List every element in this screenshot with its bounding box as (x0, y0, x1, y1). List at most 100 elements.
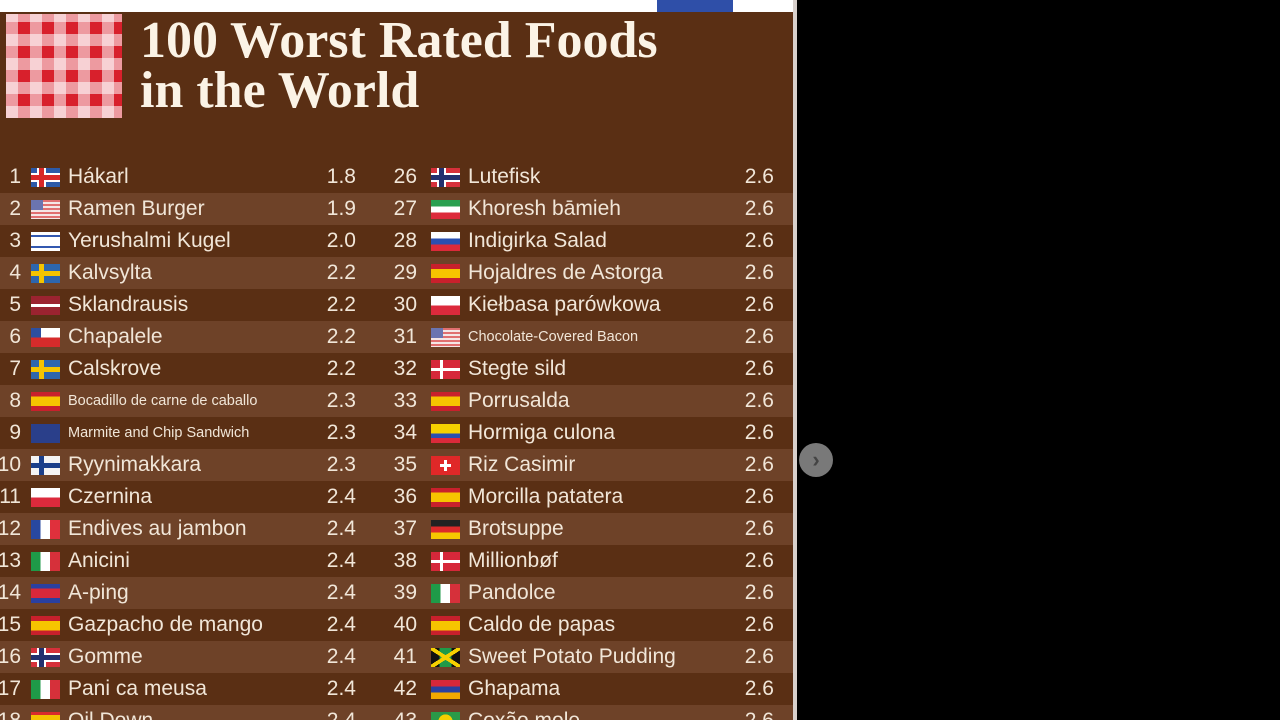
flag-es-icon (431, 488, 460, 507)
rating-score: 2.6 (744, 645, 774, 668)
flag-br-icon (431, 712, 460, 720)
rating-score: 2.6 (744, 421, 774, 444)
food-name: Ramen Burger (68, 197, 205, 220)
rating-score: 2.2 (326, 293, 356, 316)
page-title: 100 Worst Rated Foods in the World (140, 15, 658, 117)
rank-number: 34 (393, 421, 417, 444)
rating-score: 2.6 (744, 485, 774, 508)
table-row: 11 Czernina 2.4 36 Morcilla patatera 2.6 (0, 481, 793, 513)
table-row: 6 Chapalele 2.2 31 Chocolate-Covered Bacon 2.… (0, 321, 793, 353)
rating-score: 2.3 (326, 453, 356, 476)
rating-score: 2.6 (744, 197, 774, 220)
flag-no-icon (31, 648, 60, 667)
food-name: Bocadillo de carne de caballo (68, 393, 258, 409)
flag-it-icon (31, 680, 60, 699)
rating-score: 2.4 (326, 677, 356, 700)
rank-number: 31 (393, 325, 417, 348)
rating-score: 1.8 (326, 165, 356, 188)
rating-score: 1.9 (326, 197, 356, 220)
flag-us-icon (31, 200, 60, 219)
flag-gd-icon (31, 712, 60, 720)
rating-score: 2.4 (316, 705, 356, 720)
rating-score: 2.4 (326, 549, 356, 572)
rating-score: 2.4 (326, 645, 356, 668)
table-row: 2 Ramen Burger 1.9 27 Khoresh bāmieh 2.6 (0, 193, 793, 225)
infographic-panel: 100 Worst Rated Foods in the World 1 Háka… (0, 12, 793, 720)
food-name: Porrusalda (468, 389, 570, 412)
rank-number: 12 (0, 517, 21, 540)
rank-number: 1 (9, 165, 21, 188)
rank-number: 4 (9, 261, 21, 284)
rating-score: 2.4 (326, 517, 356, 540)
table-row: 16 Gomme 2.4 41 Sweet Potato Pudding 2.6 (0, 641, 793, 673)
rank-number: 2 (9, 197, 21, 220)
food-name: Morcilla patatera (468, 485, 624, 508)
food-name: Czernina (68, 485, 153, 508)
rank-number: 9 (9, 421, 21, 444)
flag-ch-icon (431, 456, 460, 475)
rank-number: 18 (0, 705, 21, 720)
food-name: Khoresh bāmieh (468, 197, 621, 220)
flag-kh-icon (31, 584, 60, 603)
food-name: Sklandrausis (68, 293, 189, 316)
rating-score: 2.6 (744, 549, 774, 572)
rating-score: 2.6 (744, 293, 774, 316)
rank-number: 39 (393, 581, 417, 604)
blue-tab (657, 0, 733, 12)
flag-fi-icon (31, 456, 60, 475)
flag-de-icon (431, 520, 460, 539)
flag-dk-icon (431, 552, 460, 571)
food-name: Ghapama (468, 677, 561, 700)
rating-score: 2.2 (326, 261, 356, 284)
rank-number: 37 (393, 517, 417, 540)
rank-number: 6 (9, 325, 21, 348)
table-row: 14 A-ping 2.4 39 Pandolce 2.6 (0, 577, 793, 609)
food-name: Anicini (68, 549, 130, 572)
flag-is-icon (31, 168, 60, 187)
rank-number: 35 (393, 453, 417, 476)
rank-number: 41 (393, 645, 417, 668)
flag-fr-icon (31, 520, 60, 539)
table-row: 3 Yerushalmi Kugel 2.0 28 Indigirka Salad 2.6 (0, 225, 793, 257)
food-name: Hákarl (68, 165, 129, 188)
flag-jm-icon (431, 648, 460, 667)
rank-number: 17 (0, 677, 21, 700)
checkered-tablecloth-icon (6, 14, 122, 118)
food-name: A-ping (68, 581, 129, 604)
rank-number: 33 (393, 389, 417, 412)
flag-it-icon (431, 584, 460, 603)
rank-number: 28 (393, 229, 417, 252)
flag-dk-icon (431, 360, 460, 379)
flag-cl-icon (31, 328, 60, 347)
rating-score: 2.6 (744, 453, 774, 476)
food-name: Gomme (68, 645, 143, 668)
rating-score: 2.4 (326, 581, 356, 604)
food-name: Lutefisk (468, 165, 541, 188)
rank-number: 38 (393, 549, 417, 572)
rank-number: 5 (9, 293, 21, 316)
flag-ru-icon (431, 232, 460, 251)
flag-no-icon (431, 168, 460, 187)
flag-es-icon (431, 616, 460, 635)
rank-number: 43 (389, 705, 417, 720)
rating-score: 2.4 (326, 613, 356, 636)
food-name: Endives au jambon (68, 517, 247, 540)
food-name: Chocolate-Covered Bacon (468, 329, 639, 345)
chevron-right-icon[interactable]: › (799, 443, 833, 477)
table-row: 18 Oil Down 2.4 43 Coxão mole 2.6 (0, 705, 793, 720)
rating-score: 2.6 (744, 581, 774, 604)
rating-score: 2.6 (744, 389, 774, 412)
flag-ir-icon (431, 200, 460, 219)
flag-nz-icon (31, 424, 60, 443)
rank-number: 13 (0, 549, 21, 572)
rank-number: 27 (393, 197, 417, 220)
rating-score: 2.6 (744, 677, 774, 700)
flag-se-icon (31, 264, 60, 283)
food-name: Yerushalmi Kugel (68, 229, 231, 252)
flag-es-icon (431, 392, 460, 411)
rating-score: 2.6 (744, 357, 774, 380)
table-row: 12 Endives au jambon 2.4 37 Brotsuppe 2.6 (0, 513, 793, 545)
rank-number: 26 (393, 165, 417, 188)
table-row: 1 Hákarl 1.8 26 Lutefisk 2.6 (0, 161, 793, 193)
rank-number: 36 (393, 485, 417, 508)
